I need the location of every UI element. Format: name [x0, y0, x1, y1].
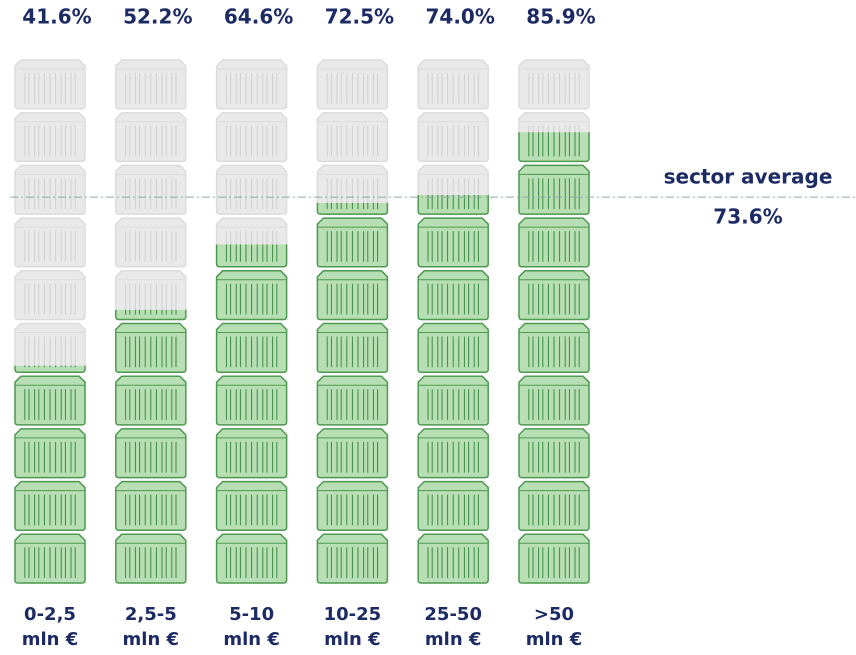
- reference-value-label: 73.6%: [713, 205, 782, 229]
- reference-label: sector average: [664, 165, 833, 189]
- x-tick-label: mln €: [123, 629, 180, 650]
- value-label: 72.5%: [325, 5, 394, 29]
- x-tick-label: mln €: [526, 629, 583, 650]
- value-label: 41.6%: [22, 5, 91, 29]
- filled-column: [316, 202, 389, 584]
- filled-column: [417, 195, 489, 584]
- filled-column: [518, 132, 590, 584]
- crate: [115, 309, 187, 321]
- crate: [14, 365, 86, 373]
- x-tick-label: 5-10: [229, 604, 274, 625]
- x-tick-label: mln €: [22, 629, 79, 650]
- filled-column: [115, 309, 187, 584]
- value-label: 52.2%: [123, 5, 192, 29]
- value-label: 85.9%: [526, 5, 595, 29]
- x-tick-label: 2,5-5: [125, 604, 177, 625]
- x-tick-label: mln €: [324, 629, 381, 650]
- x-tick-label: 10-25: [324, 604, 382, 625]
- filled-column: [14, 365, 86, 584]
- x-tick-label: mln €: [223, 629, 280, 650]
- x-tick-label: >50: [534, 604, 574, 625]
- x-tick-label: mln €: [425, 629, 482, 650]
- value-label: 74.0%: [426, 5, 495, 29]
- filled-column: [215, 244, 288, 584]
- value-label: 64.6%: [224, 5, 293, 29]
- x-tick-label: 0-2,5: [24, 604, 76, 625]
- x-tick-label: 25-50: [424, 604, 482, 625]
